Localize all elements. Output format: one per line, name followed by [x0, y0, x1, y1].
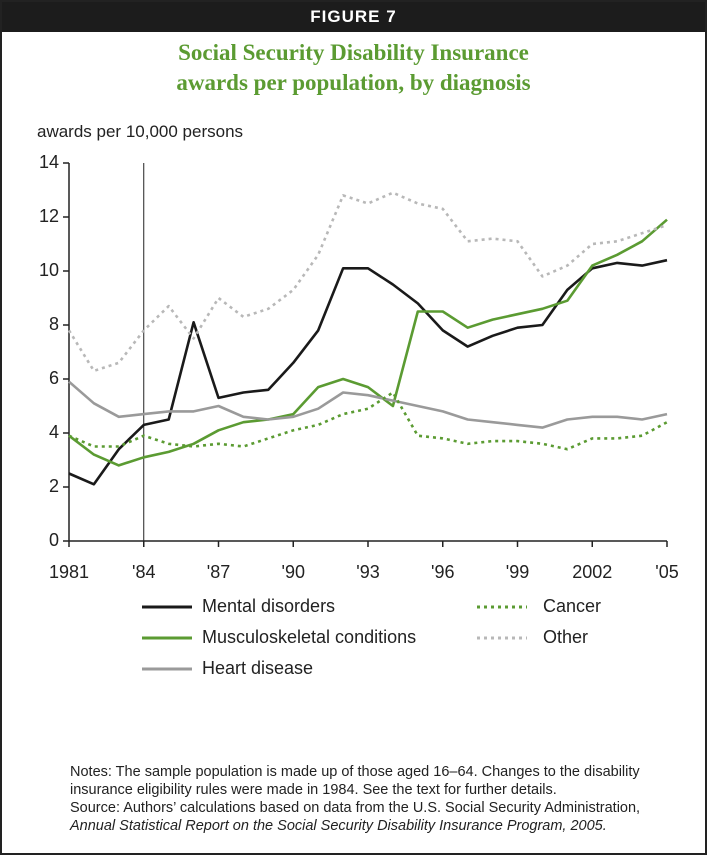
y-tick-label: 0 — [49, 530, 59, 550]
y-tick-label: 10 — [39, 260, 59, 280]
y-tick-label: 12 — [39, 206, 59, 226]
y-tick-label: 14 — [39, 152, 59, 172]
series-line — [68, 380, 668, 429]
notes-text: Notes: The sample population is made up … — [70, 764, 640, 798]
chart-title: Social Security Disability Insurance awa… — [2, 38, 705, 98]
y-tick-label: 8 — [49, 314, 59, 334]
source-title: Annual Statistical Report on the Social … — [70, 818, 607, 834]
x-tick-label: 1981 — [49, 562, 89, 582]
y-tick-label: 2 — [49, 476, 59, 496]
legend-label: Other — [543, 627, 588, 647]
source: Source: Authors’ calculations based on d… — [70, 799, 670, 835]
legend-label: Mental disorders — [202, 596, 335, 616]
source-text: Source: Authors’ calculations based on d… — [70, 800, 641, 816]
x-tick-label: '84 — [132, 562, 155, 582]
y-tick-label: 4 — [49, 422, 59, 442]
legend-label: Cancer — [543, 596, 601, 616]
x-tick-label: 2002 — [572, 562, 612, 582]
notes: Notes: The sample population is made up … — [70, 763, 670, 835]
figure-header: FIGURE 7 — [2, 2, 705, 32]
series-line — [68, 258, 668, 486]
chart: 0 2 4 6 8 10 12 14 1981 '84 '87 '90 '93 '96 '99 2002 '05… — [39, 152, 679, 678]
x-tick-label: '99 — [506, 562, 529, 582]
y-tick-label: 6 — [49, 368, 59, 388]
series-line — [67, 191, 668, 373]
x-tick-label: '05 — [655, 562, 678, 582]
series-line — [68, 391, 668, 451]
x-tick-label: '93 — [356, 562, 379, 582]
title-text: Social Security Disability Insurance awa… — [176, 40, 531, 95]
y-axis-label: awards per 10,000 persons — [37, 122, 244, 141]
series-line — [68, 218, 668, 467]
x-tick-label: '87 — [207, 562, 230, 582]
x-tick-label: '90 — [282, 562, 305, 582]
legend-label: Musculoskeletal conditions — [202, 627, 416, 647]
x-tick-label: '96 — [431, 562, 454, 582]
legend-label: Heart disease — [202, 658, 313, 678]
